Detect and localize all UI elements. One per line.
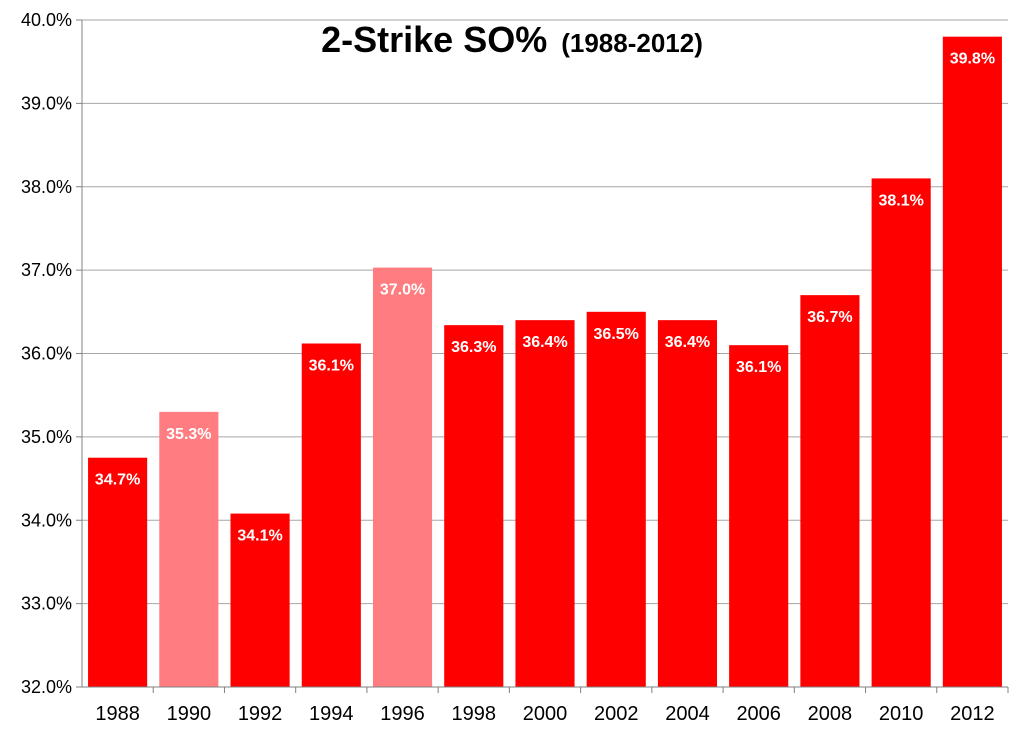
x-tick-label-1992: 1992 [238, 703, 283, 725]
data-label-1996: 37.0% [380, 282, 425, 299]
x-tick-label-2008: 2008 [808, 703, 853, 725]
y-tick-label: 32.0% [21, 677, 72, 697]
x-tick-label-1998: 1998 [452, 703, 497, 725]
data-label-1990: 35.3% [166, 426, 211, 443]
data-label-2010: 38.1% [878, 192, 923, 209]
x-tick-label-1994: 1994 [309, 703, 354, 725]
bar-1988 [88, 457, 148, 687]
data-label-2006: 36.1% [736, 359, 781, 376]
y-tick-label: 40.0% [21, 10, 72, 30]
x-tick-label-2002: 2002 [594, 703, 639, 725]
bar-2012 [942, 36, 1002, 688]
bar-1998 [444, 325, 504, 687]
bar-2010 [871, 178, 931, 687]
bar-1994 [301, 343, 361, 687]
x-tick-label-1990: 1990 [167, 703, 212, 725]
y-tick-label: 36.0% [21, 344, 72, 364]
data-label-2002: 36.5% [594, 326, 639, 343]
y-tick-label: 34.0% [21, 510, 72, 530]
bar-2006 [729, 345, 789, 687]
chart-title-subtitle: (1988-2012) [561, 28, 703, 58]
y-tick-label: 38.0% [21, 177, 72, 197]
x-tick-label-2000: 2000 [523, 703, 568, 725]
x-tick-label-2012: 2012 [950, 703, 995, 725]
x-tick-label-2010: 2010 [879, 703, 924, 725]
data-label-2012: 39.8% [950, 51, 995, 68]
bar-1990 [159, 411, 219, 687]
y-tick-label: 37.0% [21, 260, 72, 280]
data-label-1988: 34.7% [95, 472, 140, 489]
bar-1992 [230, 513, 290, 687]
bar-2004 [657, 320, 718, 687]
data-label-2000: 36.4% [522, 334, 567, 351]
bar-1996 [372, 267, 433, 687]
x-tick-label-1996: 1996 [380, 703, 425, 725]
data-label-1994: 36.1% [309, 357, 354, 374]
chart-title-main: 2-Strike SO% [321, 19, 547, 60]
data-label-2008: 36.7% [807, 309, 852, 326]
data-labels: 34.7% 35.3% 34.1% 36.1% 37.0% 36.3% 36.4% 36.5%… [95, 51, 995, 545]
bar-2002 [586, 311, 646, 687]
x-tick-label-2004: 2004 [665, 703, 710, 725]
bars [88, 36, 1002, 688]
x-tick-label-2006: 2006 [736, 703, 781, 725]
y-tick-label: 39.0% [21, 93, 72, 113]
y-tick-label: 33.0% [21, 594, 72, 614]
y-tick-label: 35.0% [21, 427, 72, 447]
data-label-1992: 34.1% [237, 528, 282, 545]
bar-2008 [800, 295, 860, 687]
data-label-1998: 36.3% [451, 339, 496, 356]
data-label-2004: 36.4% [665, 334, 710, 351]
x-tick-label-1988: 1988 [95, 703, 140, 725]
bar-2000 [515, 320, 575, 687]
axes: 32.0% 33.0% 34.0% 35.0% 36.0% 37.0% 38.0% 39.0%… [21, 10, 1009, 725]
chart-title: 2-Strike SO% (1988-2012) [321, 19, 703, 60]
